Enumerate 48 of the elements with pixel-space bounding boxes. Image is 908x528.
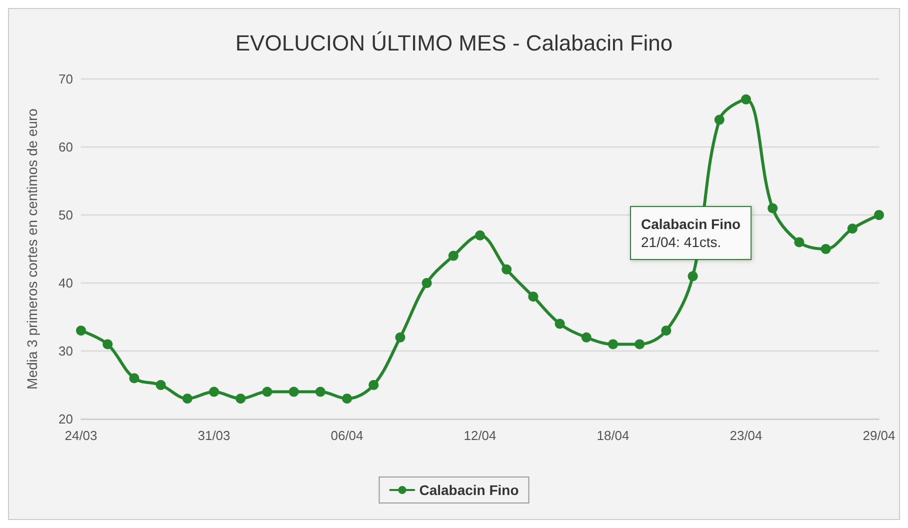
y-axis-title: Media 3 primeros cortes en centimos de euro — [24, 108, 40, 390]
point — [368, 380, 379, 390]
point — [528, 292, 538, 302]
point — [688, 271, 698, 282]
y-tick-label: 30 — [58, 344, 73, 358]
point — [448, 250, 458, 261]
x-tick-label: 06/04 — [330, 428, 364, 443]
point — [768, 203, 778, 214]
point — [874, 210, 884, 220]
x-tick-label: 12/04 — [464, 428, 496, 443]
point — [794, 237, 804, 248]
point — [129, 373, 140, 384]
point — [661, 326, 672, 336]
y-tick-label: 50 — [58, 208, 73, 222]
point — [236, 394, 246, 404]
x-tick-label: 29/04 — [862, 428, 896, 443]
point — [847, 224, 858, 234]
x-tick-label: 31/03 — [198, 428, 230, 443]
point — [714, 114, 724, 125]
x-tick-label: 23/04 — [730, 428, 762, 443]
x-tick-label: 24/03 — [64, 428, 98, 443]
chart-title: EVOLUCION ÚLTIMO MES - Calabacin Fino — [235, 30, 673, 56]
point — [634, 339, 645, 350]
point — [342, 394, 352, 404]
point — [156, 380, 166, 390]
point — [315, 386, 326, 397]
y-tick-label: 40 — [58, 276, 73, 290]
point — [102, 339, 113, 350]
legend-label: Calabacin Fino — [419, 482, 519, 498]
point — [608, 339, 618, 350]
y-tick-label: 70 — [58, 72, 73, 86]
point — [820, 244, 831, 254]
point — [182, 394, 192, 404]
y-tick-label: 60 — [58, 140, 73, 154]
point — [502, 264, 512, 274]
point — [581, 332, 592, 342]
point — [741, 94, 751, 104]
point — [209, 386, 219, 397]
y-tick-label: 20 — [58, 412, 73, 426]
point — [554, 318, 565, 329]
point — [475, 230, 485, 240]
point — [288, 386, 299, 397]
point — [76, 326, 86, 336]
annotation: Calabacin Fino 21/04: 41cts. — [641, 216, 741, 250]
point — [262, 386, 272, 397]
x-tick-label: 18/04 — [596, 428, 630, 443]
point — [422, 278, 432, 288]
point — [395, 332, 406, 342]
